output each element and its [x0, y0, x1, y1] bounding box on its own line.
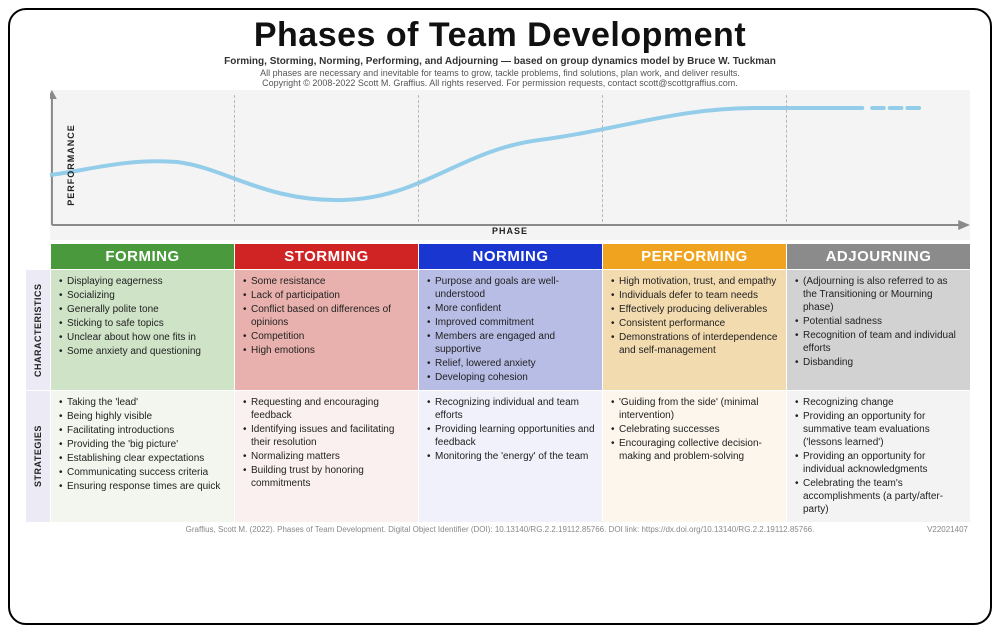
strategies-cell-forming: Taking the 'lead'Being highly visibleFac…: [51, 391, 234, 522]
list-item: Demonstrations of interdependence and se…: [611, 331, 780, 357]
list-item: Recognizing change: [795, 396, 964, 409]
phase-header-forming: FORMING: [51, 244, 234, 269]
list-item: Providing learning opportunities and fee…: [427, 423, 596, 449]
list-item: Taking the 'lead': [59, 396, 228, 409]
infographic-frame: Phases of Team Development Forming, Stor…: [8, 8, 992, 625]
list-item: Generally polite tone: [59, 303, 228, 316]
list-item: Providing an opportunity for individual …: [795, 450, 964, 476]
phase-divider: [602, 95, 603, 222]
list-item: High motivation, trust, and empathy: [611, 275, 780, 288]
list-item: Encouraging collective decision-making a…: [611, 437, 780, 463]
list-item: Recognizing individual and team efforts: [427, 396, 596, 422]
list-item: Normalizing matters: [243, 450, 412, 463]
list-item: Individuals defer to team needs: [611, 289, 780, 302]
list-item: Improved commitment: [427, 316, 596, 329]
list-item: Recognition of team and individual effor…: [795, 329, 964, 355]
list-item: Members are engaged and supportive: [427, 330, 596, 356]
phase-header-storming: STORMING: [235, 244, 418, 269]
list-item: Communicating success criteria: [59, 466, 228, 479]
characteristics-cell-performing: High motivation, trust, and empathyIndiv…: [603, 270, 786, 390]
list-item: Building trust by honoring commitments: [243, 464, 412, 490]
list-item: Some resistance: [243, 275, 412, 288]
strategies-cell-adjourning: Recognizing changeProviding an opportuni…: [787, 391, 970, 522]
list-item: Being highly visible: [59, 410, 228, 423]
list-item: Unclear about how one fits in: [59, 331, 228, 344]
characteristics-cell-forming: Displaying eagernessSocializingGenerally…: [51, 270, 234, 390]
list-item: Effectively producing deliverables: [611, 303, 780, 316]
list-item: Ensuring response times are quick: [59, 480, 228, 493]
page-title: Phases of Team Development: [50, 16, 950, 55]
subtitle: Forming, Storming, Norming, Performing, …: [50, 56, 950, 67]
list-item: Consistent performance: [611, 317, 780, 330]
strategies-cell-storming: Requesting and encouraging feedbackIdent…: [235, 391, 418, 522]
list-item: High emotions: [243, 344, 412, 357]
strategies-cell-norming: Recognizing individual and team effortsP…: [419, 391, 602, 522]
list-item: Providing an opportunity for summative t…: [795, 410, 964, 449]
list-item: Establishing clear expectations: [59, 452, 228, 465]
list-item: Relief, lowered anxiety: [427, 357, 596, 370]
x-axis-label: PHASE: [492, 226, 528, 236]
list-item: Celebrating successes: [611, 423, 780, 436]
phase-header-adjourning: ADJOURNING: [787, 244, 970, 269]
copyright: Copyright © 2008-2022 Scott M. Graffius.…: [50, 78, 950, 88]
list-item: Developing cohesion: [427, 371, 596, 384]
list-item: Some anxiety and questioning: [59, 345, 228, 358]
list-item: Identifying issues and facilitating thei…: [243, 423, 412, 449]
list-item: Requesting and encouraging feedback: [243, 396, 412, 422]
list-item: Displaying eagerness: [59, 275, 228, 288]
row-label-strategies: STRATEGIES: [26, 391, 50, 522]
list-item: Disbanding: [795, 356, 964, 369]
table-corner: [26, 244, 50, 269]
phase-divider: [786, 95, 787, 222]
description: All phases are necessary and inevitable …: [50, 68, 950, 78]
phase-divider: [418, 95, 419, 222]
characteristics-cell-storming: Some resistanceLack of participationConf…: [235, 270, 418, 390]
phase-table: FORMINGSTORMINGNORMINGPERFORMINGADJOURNI…: [26, 244, 970, 522]
characteristics-cell-adjourning: (Adjourning is also referred to as the T…: [787, 270, 970, 390]
list-item: More confident: [427, 302, 596, 315]
y-axis-label: PERFORMANCE: [66, 124, 76, 206]
footer: Graffius, Scott M. (2022). Phases of Tea…: [10, 522, 990, 538]
list-item: Facilitating introductions: [59, 424, 228, 437]
list-item: Providing the 'big picture': [59, 438, 228, 451]
list-item: Conflict based on differences of opinion…: [243, 303, 412, 329]
list-item: Sticking to safe topics: [59, 317, 228, 330]
list-item: Monitoring the 'energy' of the team: [427, 450, 596, 463]
phase-divider: [234, 95, 235, 222]
characteristics-cell-norming: Purpose and goals are well-understoodMor…: [419, 270, 602, 390]
chart-svg: [50, 90, 970, 240]
list-item: 'Guiding from the side' (minimal interve…: [611, 396, 780, 422]
list-item: Competition: [243, 330, 412, 343]
version-tag: V22021407: [927, 525, 968, 534]
citation: Graffius, Scott M. (2022). Phases of Tea…: [186, 525, 815, 534]
list-item: Socializing: [59, 289, 228, 302]
strategies-cell-performing: 'Guiding from the side' (minimal interve…: [603, 391, 786, 522]
phase-header-norming: NORMING: [419, 244, 602, 269]
phase-header-performing: PERFORMING: [603, 244, 786, 269]
row-label-characteristics: CHARACTERISTICS: [26, 270, 50, 390]
list-item: Purpose and goals are well-understood: [427, 275, 596, 301]
performance-chart: PERFORMANCE PHASE: [50, 90, 970, 240]
list-item: Potential sadness: [795, 315, 964, 328]
list-item: (Adjourning is also referred to as the T…: [795, 275, 964, 314]
list-item: Celebrating the team's accomplishments (…: [795, 477, 964, 516]
header: Phases of Team Development Forming, Stor…: [10, 10, 990, 90]
list-item: Lack of participation: [243, 289, 412, 302]
